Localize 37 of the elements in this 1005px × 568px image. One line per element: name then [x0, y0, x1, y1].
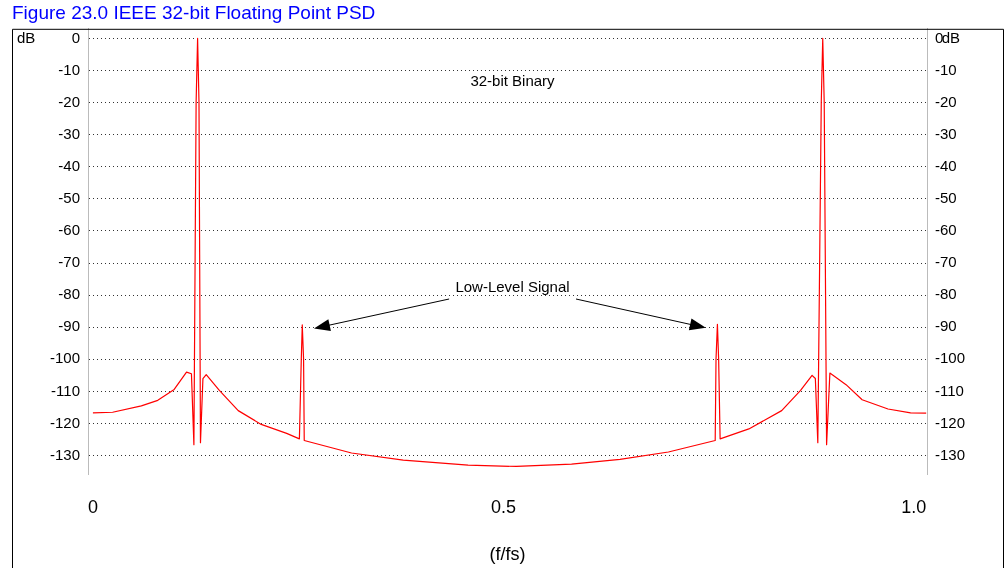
y2-tick-label: -80 [935, 285, 957, 303]
y2-tick-label: -30 [935, 124, 957, 142]
x-tick-label: 1.0 [901, 496, 927, 517]
y2-tick-label: -60 [935, 221, 957, 239]
y2-tick-label: -120 [935, 413, 966, 431]
y2-tick-label: -20 [935, 92, 957, 110]
y2-tick-label: -110 [935, 381, 964, 399]
y2-tick-label: -40 [935, 156, 957, 174]
y-tick-label: -80 [58, 285, 80, 303]
y2-axis-title: dB [941, 28, 960, 46]
y-tick-label: -40 [58, 156, 80, 174]
y-axis-title: dB [17, 28, 36, 46]
x-tick-label: 0 [87, 496, 98, 517]
y2-tick-label: -90 [935, 317, 957, 335]
y-tick-label: -70 [58, 253, 80, 271]
y-tick-label: -20 [58, 92, 80, 110]
y2-tick-label: -100 [935, 349, 966, 367]
y-tick-label: -130 [49, 445, 80, 463]
annotation: 32-bit Binary [470, 72, 556, 90]
y2-tick-label: 0 [935, 28, 944, 46]
y2-tick-label: -70 [935, 253, 957, 271]
y-tick-label: -50 [58, 189, 80, 206]
y-tick-label: -90 [58, 317, 80, 335]
x-axis-title: (f/fs) [489, 544, 526, 565]
y-tick-label: -110 [51, 381, 80, 399]
y-tick-label: -120 [49, 413, 80, 431]
y-tick-label: 0 [71, 28, 80, 46]
y-tick-label: -100 [49, 349, 80, 367]
chart-title: Figure 23.0 IEEE 32-bit Floating Point PSD [12, 1, 376, 23]
y-tick-label: -60 [58, 221, 80, 239]
y-tick-label: -10 [58, 60, 80, 78]
x-tick-label: 0.5 [490, 496, 516, 517]
y-tick-label: -30 [58, 124, 80, 142]
y2-tick-label: -130 [935, 445, 966, 463]
y2-tick-label: -50 [935, 189, 957, 206]
annotation: Low-Level Signal [455, 277, 570, 295]
y2-tick-label: -10 [935, 60, 957, 78]
